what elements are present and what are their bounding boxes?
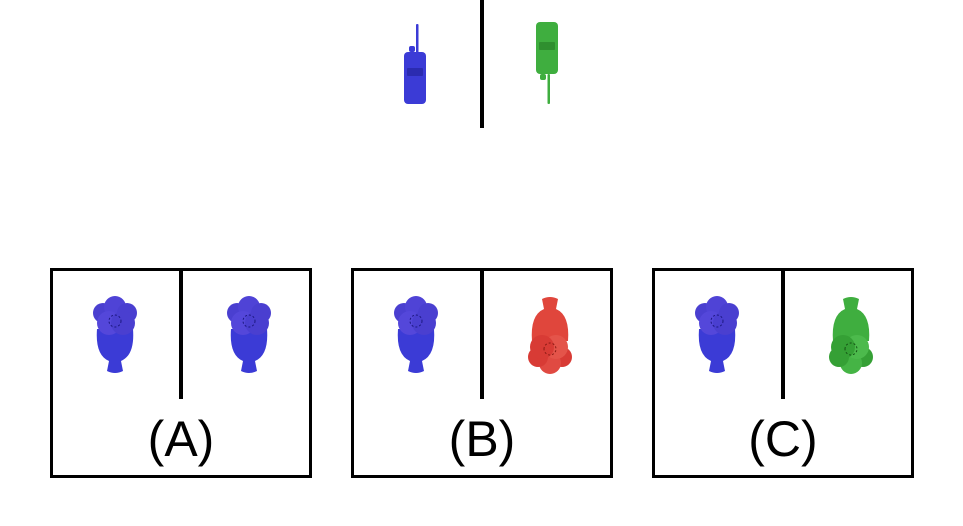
option-label: (C) [748, 411, 818, 467]
radio-icon-green [532, 18, 562, 108]
flower-bouquet-icon [83, 295, 147, 375]
option-a-box[interactable]: (A) [50, 268, 312, 478]
option-divider [179, 271, 183, 399]
question-divider [480, 0, 484, 128]
option-label: (A) [147, 411, 215, 467]
flower-bouquet-icon [819, 295, 883, 375]
flower-bouquet-icon [384, 295, 448, 375]
flower-bouquet-icon [518, 295, 582, 375]
radio-icon-blue [400, 18, 430, 108]
option-label: (B) [448, 411, 516, 467]
option-c-box[interactable]: (C) [652, 268, 914, 478]
flower-bouquet-icon [217, 295, 281, 375]
option-b-box[interactable]: (B) [351, 268, 613, 478]
option-divider [781, 271, 785, 399]
option-divider [480, 271, 484, 399]
flower-bouquet-icon [685, 295, 749, 375]
